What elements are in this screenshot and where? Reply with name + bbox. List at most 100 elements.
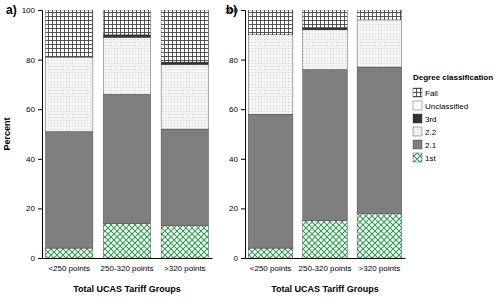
y-axis-title: Percent	[2, 117, 12, 150]
tick: >320 points	[164, 258, 206, 273]
tick-mark	[241, 10, 245, 11]
bar-segment	[248, 114, 293, 248]
axis-line	[38, 11, 43, 259]
bar-segment	[45, 132, 92, 249]
tick: 250-320 points	[101, 258, 154, 273]
tick: 0	[234, 254, 245, 263]
panel-title: a)	[6, 3, 17, 17]
tick-mark	[241, 60, 245, 61]
bar-segment	[45, 10, 92, 57]
bar-segment	[357, 213, 402, 258]
tick: 40	[229, 155, 245, 164]
legend-swatch	[413, 153, 422, 162]
tick: <250 points	[250, 258, 292, 273]
bar-segment	[161, 10, 208, 62]
legend-label: 3rd	[425, 115, 437, 124]
legend-title: Degree classification	[413, 73, 493, 82]
x-axis-title: Total UCAS Tariff Groups	[271, 284, 379, 294]
tick-label: <250 points	[48, 264, 90, 273]
legend-label: 2.2	[425, 128, 437, 137]
bar-segment	[303, 221, 348, 258]
legend-label: 2.1	[425, 141, 437, 150]
tick-label: 250-320 points	[299, 264, 352, 273]
bar-segment	[103, 10, 150, 35]
bar-segment	[103, 94, 150, 223]
tick-label: 0	[31, 254, 36, 263]
tick-mark	[241, 208, 245, 209]
bar-segment	[161, 65, 208, 129]
legend-swatch	[413, 140, 422, 149]
x-axis-title: Total UCAS Tariff Groups	[73, 284, 181, 294]
bar-segment	[45, 248, 92, 258]
tick-label: 60	[26, 105, 35, 114]
bars	[248, 10, 401, 258]
bar-segment	[303, 70, 348, 221]
bars	[45, 10, 208, 258]
bar-segment	[161, 62, 208, 64]
axis-line	[246, 258, 406, 259]
x-axis: <250 points 250-320 points >320 points	[43, 258, 213, 273]
bar-segment	[103, 37, 150, 94]
legend: Degree classification Fail Unclassified 3rd…	[413, 73, 493, 163]
x-axis: <250 points 250-320 points >320 points	[246, 258, 406, 273]
tick: 100	[225, 6, 245, 15]
legend-label: 1st	[425, 154, 436, 163]
tick-mark	[38, 60, 42, 61]
tick-mark	[38, 109, 42, 110]
bar-segment	[161, 129, 208, 226]
y-axis: 0 20 40 60 80 100	[225, 6, 246, 263]
bar-segment	[45, 57, 92, 131]
tick-label: 20	[229, 204, 238, 213]
tick: 250-320 points	[299, 258, 352, 273]
tick-label: <250 points	[250, 264, 292, 273]
tick-label: >320 points	[164, 264, 206, 273]
panel: a) 0 20 40 60 80 100 <250 points 250-320 points >…	[2, 3, 213, 294]
tick: 80	[229, 56, 245, 65]
tick-label: 40	[229, 155, 238, 164]
tick: 0	[31, 254, 42, 263]
bar-segment	[303, 30, 348, 70]
tick-mark	[38, 208, 42, 209]
tick-mark	[38, 10, 42, 11]
axis-line	[43, 258, 213, 259]
tick: 100	[22, 6, 42, 15]
bar-segment	[303, 27, 348, 29]
tick-label: 60	[229, 105, 238, 114]
legend-label: Fail	[425, 89, 438, 98]
tick: 20	[229, 204, 245, 213]
bar-segment	[248, 35, 293, 114]
legend-swatch	[413, 127, 422, 136]
bar-segment	[103, 223, 150, 258]
tick: 40	[26, 155, 42, 164]
tick-mark	[241, 258, 245, 259]
tick: 60	[229, 105, 245, 114]
tick-mark	[241, 109, 245, 110]
bar-segment	[357, 10, 402, 20]
bar-segment	[357, 67, 402, 213]
bar-segment	[248, 10, 293, 35]
tick-mark	[241, 159, 245, 160]
tick-label: 100	[22, 6, 36, 15]
bar-segment	[248, 248, 293, 258]
tick-mark	[38, 258, 42, 259]
tick-mark	[38, 159, 42, 160]
tick: 80	[26, 56, 42, 65]
legend-swatch	[413, 101, 422, 110]
tick-label: 0	[234, 254, 239, 263]
bar-segment	[357, 20, 402, 67]
bar-segment	[161, 226, 208, 258]
legend-swatch	[413, 114, 422, 123]
tick-label: 80	[26, 56, 35, 65]
tick: <250 points	[48, 258, 90, 273]
axis-line	[241, 11, 246, 259]
legend-label: Unclassified	[425, 102, 468, 111]
panel: b)020406080100<250 points250-320 points>…	[225, 3, 494, 294]
bar-segment	[103, 35, 150, 37]
tick-label: 20	[26, 204, 35, 213]
tick: >320 points	[359, 258, 401, 273]
bar-segment	[303, 10, 348, 27]
tick-label: 100	[225, 6, 239, 15]
y-axis: 0 20 40 60 80 100	[22, 6, 43, 263]
legend-swatch	[413, 88, 422, 97]
figure: a) 0 20 40 60 80 100 <250 points 250-320 points >…	[0, 0, 500, 302]
